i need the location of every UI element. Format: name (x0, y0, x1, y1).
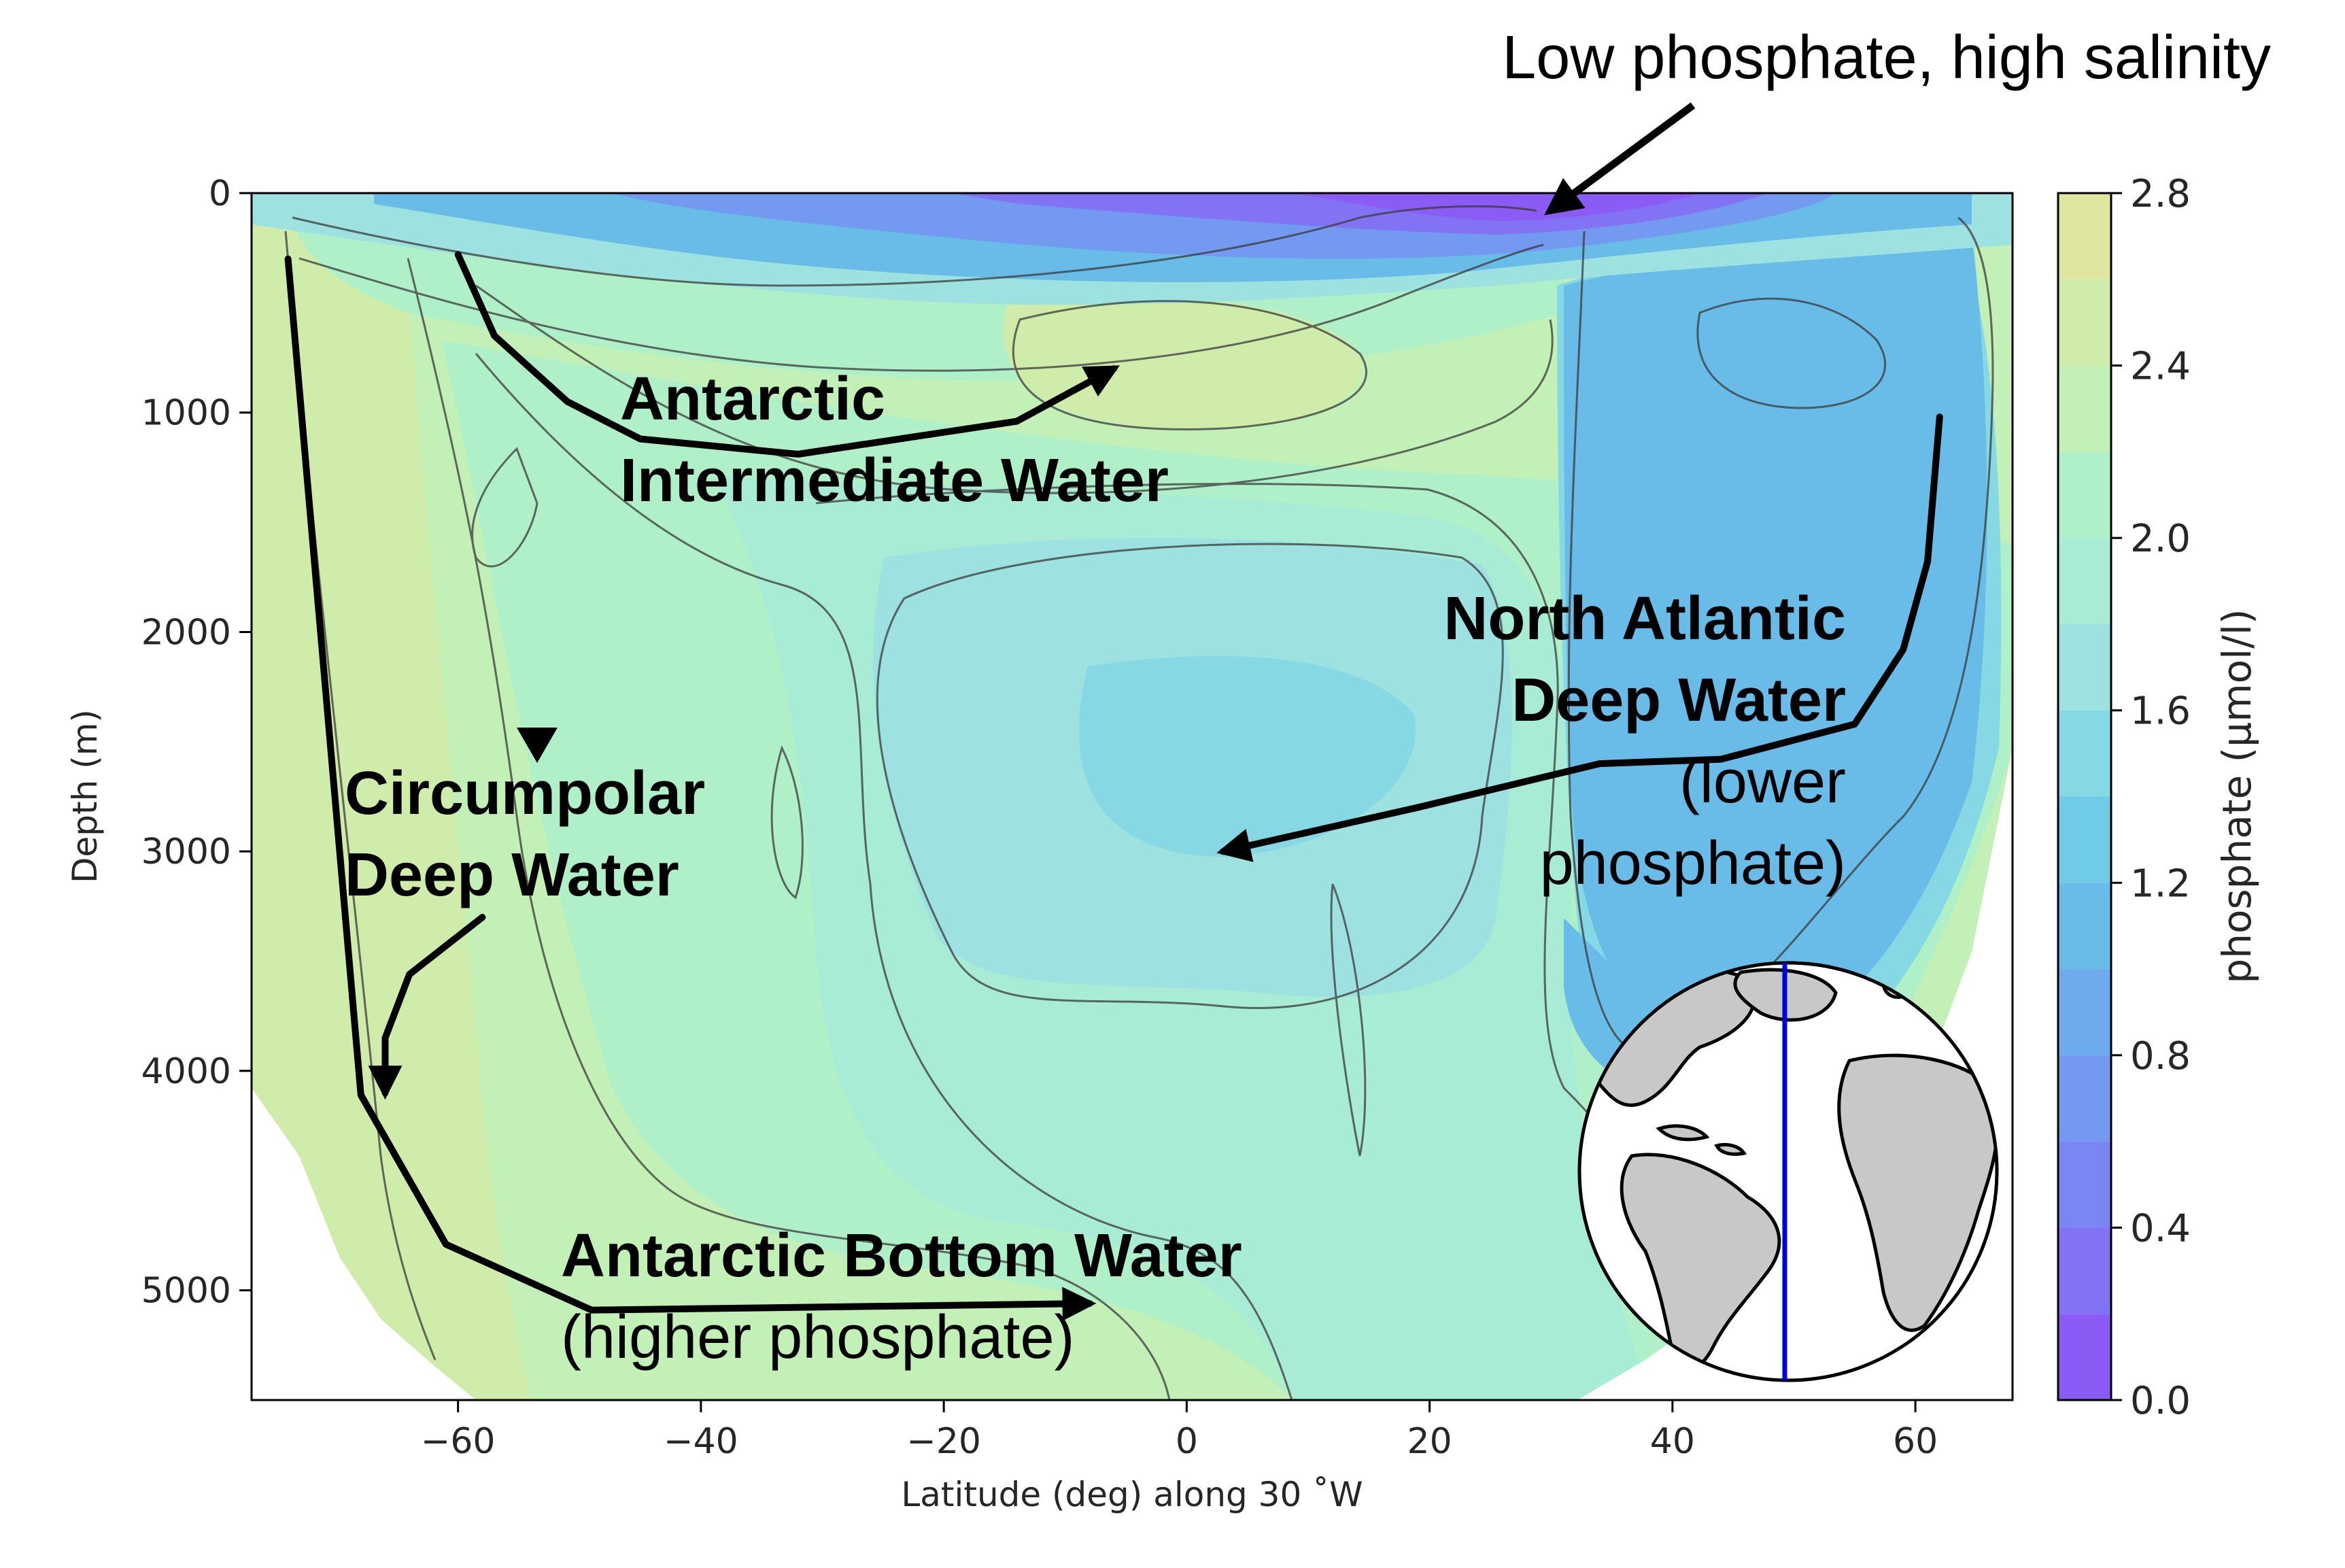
phosphate-region (1564, 231, 1987, 1061)
colorbar-tick-label: 2.8 (2130, 172, 2191, 216)
colorbar-segment (2058, 365, 2111, 452)
water-mass-arrow-1 (1216, 413, 1943, 862)
x-tick-label: 40 (1650, 1421, 1695, 1462)
water-mass-arrow-0 (454, 251, 1120, 458)
nadw-label-line2: Deep Water (1511, 666, 1846, 734)
colorbar-segment (2058, 883, 2111, 970)
phosphate-region (252, 218, 530, 1400)
y-tick-label: 0 (209, 173, 231, 214)
colorbar-tick-label: 1.6 (2130, 689, 2191, 734)
nadw-note-line1: (lower (1679, 748, 1846, 816)
colorbar-segment (2058, 710, 2111, 797)
water-mass-arrow-2 (368, 914, 486, 1100)
contour-lines (284, 205, 1994, 1400)
colorbar-tick-label: 0.0 (2130, 1379, 2191, 1423)
aabw-label: Antarctic Bottom Water (561, 1222, 1242, 1290)
colorbar-tick-label: 1.2 (2130, 862, 2191, 906)
colorbar-segment (2058, 624, 2111, 711)
y-axis-label: Depth (m) (65, 709, 105, 883)
y-tick-label: 4000 (141, 1051, 231, 1092)
colorbar-segment (2058, 193, 2111, 279)
y-axis: 0 1000 2000 3000 4000 5000 (141, 173, 252, 1312)
y-tick-label: 5000 (141, 1271, 231, 1312)
y-tick-label: 1000 (141, 393, 231, 434)
phosphate-field (252, 193, 2013, 1400)
colorbar-segment (2058, 1141, 2111, 1228)
cdw-label-line1: Circumpolar (345, 760, 705, 828)
colorbar-segment (2058, 1055, 2111, 1142)
colorbar-frame (2057, 192, 2112, 1401)
inset-globe-map (1577, 961, 1999, 1382)
colorbar-segment (2058, 451, 2111, 539)
colorbar-segment (2058, 796, 2111, 883)
x-tick-label: 20 (1407, 1421, 1452, 1462)
aaiw-label-line2: Intermediate Water (620, 447, 1169, 515)
colorbar-segment (2058, 1314, 2111, 1400)
axes-frame (250, 192, 2014, 1401)
aabw-note: (higher phosphate) (561, 1303, 1075, 1371)
globe-outline (1577, 961, 1999, 1382)
colorbar-tick-label: 2.4 (2130, 345, 2191, 389)
colorbar: 0.0 0.4 0.8 1.2 1.6 2.0 2.4 2.8 (2057, 172, 2191, 1423)
colorbar-tick-label: 0.4 (2130, 1206, 2191, 1250)
colorbar-tick-label: 0.8 (2130, 1034, 2191, 1078)
surface-annotation-text: Low phosphate, high salinity (1502, 24, 2271, 92)
colorbar-segment (2058, 538, 2111, 624)
colorbar-segment (2058, 1227, 2111, 1314)
colorbar-segment (2058, 969, 2111, 1055)
x-tick-label: 0 (1176, 1421, 1198, 1462)
x-tick-label: 60 (1893, 1421, 1938, 1462)
nadw-label-line1: North Atlantic (1443, 585, 1846, 653)
surface-annotation-arrow (1544, 102, 1696, 216)
cdw-label-line2: Deep Water (345, 841, 679, 909)
water-mass-arrows (284, 251, 1943, 1321)
x-tick-label: −40 (664, 1421, 738, 1462)
colorbar-tick-label: 2.0 (2130, 517, 2191, 561)
colorbar-label: phosphate (μmol/l) (2214, 609, 2260, 983)
x-tick-label: −20 (906, 1421, 981, 1462)
nadw-note-line2: phosphate) (1540, 830, 1846, 898)
y-tick-label: 2000 (141, 612, 231, 653)
y-tick-label: 3000 (141, 832, 231, 872)
phosphate-region (1078, 655, 1416, 857)
x-axis-label: Latitude (deg) along 30 ˚W (901, 1475, 1363, 1514)
water-mass-arrow-3 (284, 255, 1097, 1321)
aaiw-label-line1: Antarctic (620, 365, 885, 433)
x-tick-label: −60 (421, 1421, 496, 1462)
x-axis: −60 −40 −20 0 20 40 60 (421, 1400, 1938, 1462)
colorbar-segment (2058, 279, 2111, 366)
depth-marker-triangle (517, 728, 558, 763)
